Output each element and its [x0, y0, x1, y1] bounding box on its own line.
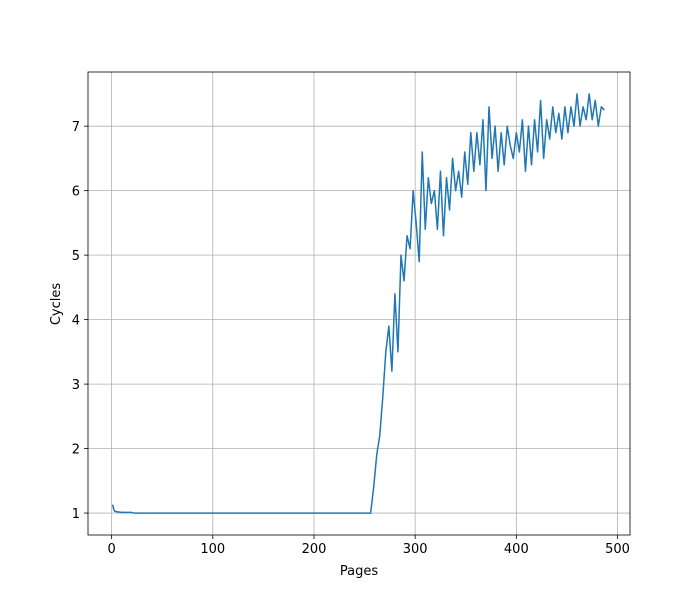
x-tick-label: 500 — [605, 542, 630, 557]
x-tick-label: 300 — [403, 542, 428, 557]
x-tick-label: 200 — [302, 542, 327, 557]
y-axis-label: Cycles — [49, 283, 64, 326]
x-axis-label: Pages — [340, 564, 378, 579]
y-tick-label: 5 — [72, 249, 80, 264]
y-tick-label: 4 — [72, 314, 80, 329]
x-tick-label: 400 — [504, 542, 529, 557]
plot-frame — [87, 71, 631, 536]
x-tick-label: 100 — [200, 542, 225, 557]
y-tick-label: 7 — [72, 120, 80, 135]
y-tick-label: 1 — [72, 507, 80, 522]
y-tick-label: 6 — [72, 185, 80, 200]
y-tick-label: 3 — [72, 378, 80, 393]
x-tick-label: 0 — [107, 542, 115, 557]
y-tick-label: 2 — [72, 443, 80, 458]
data-line — [111, 93, 605, 514]
